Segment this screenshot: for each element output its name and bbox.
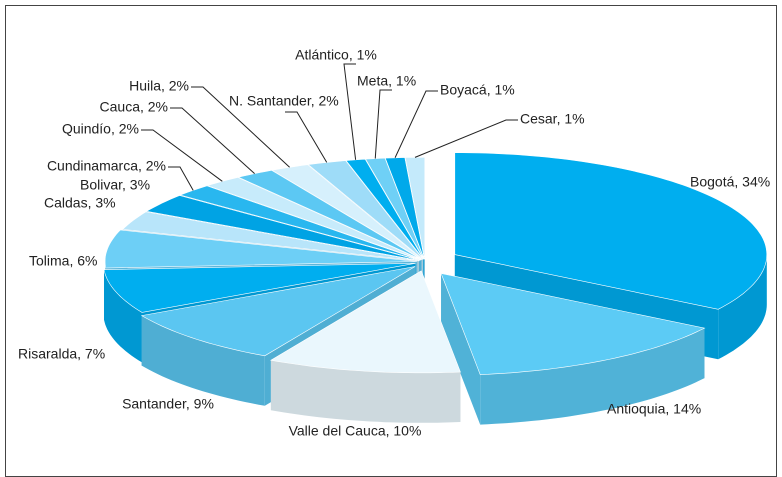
slice-label: Cauca, 2% bbox=[100, 99, 168, 115]
slice-label: Bogotá, 34% bbox=[690, 174, 770, 190]
slice-label: Caldas, 3% bbox=[44, 195, 116, 211]
pie bbox=[103, 152, 768, 425]
slice bbox=[270, 270, 461, 374]
slice-outer-wall-shade bbox=[480, 328, 705, 425]
slice bbox=[122, 211, 420, 262]
slice-label: Meta, 1% bbox=[357, 73, 416, 89]
leader-line bbox=[394, 90, 438, 158]
slice-outer-wall bbox=[141, 315, 265, 406]
leader-line bbox=[141, 129, 223, 182]
slice-cut-wall bbox=[441, 273, 481, 425]
slice-label: Huila, 2% bbox=[129, 78, 189, 94]
slice bbox=[454, 152, 768, 310]
slice-label: N. Santander, 2% bbox=[229, 93, 339, 109]
slice-label: Valle del Cauca, 10% bbox=[289, 423, 422, 439]
slice bbox=[404, 157, 426, 260]
slice-cut-wall-shade bbox=[441, 273, 481, 425]
slice bbox=[440, 272, 706, 375]
slice-outer-wall-shade bbox=[718, 254, 767, 360]
slice-outer-wall bbox=[480, 328, 705, 425]
slice bbox=[345, 158, 424, 260]
slice-outer-wall bbox=[270, 360, 461, 423]
slice-label: Risaralda, 7% bbox=[18, 346, 105, 362]
slice-outer-wall bbox=[718, 254, 767, 360]
slice bbox=[365, 157, 425, 260]
slice-label: Atlántico, 1% bbox=[295, 47, 377, 63]
leader-line bbox=[374, 89, 392, 159]
slice bbox=[103, 263, 416, 313]
slice-label: Boyacá, 1% bbox=[440, 82, 515, 98]
slice bbox=[145, 195, 421, 261]
slice bbox=[140, 266, 416, 357]
leader-line bbox=[414, 119, 518, 158]
slice-label: Santander, 9% bbox=[122, 396, 214, 412]
slice-label: Cundinamarca, 2% bbox=[47, 158, 166, 174]
leader-line bbox=[168, 166, 194, 191]
slice-outer-wall-shade bbox=[104, 269, 142, 363]
leader-line bbox=[191, 86, 290, 168]
slice-label: Quindío, 2% bbox=[62, 121, 139, 137]
slice bbox=[104, 229, 418, 269]
slice bbox=[271, 164, 423, 260]
leader-line bbox=[343, 63, 357, 160]
leader-line bbox=[285, 111, 328, 163]
slice-label: Cesar, 1% bbox=[520, 111, 585, 127]
leader-line bbox=[170, 107, 255, 174]
slice-label: Bolivar, 3% bbox=[80, 177, 150, 193]
slice-outer-wall-shade bbox=[270, 360, 461, 423]
slice-outer-wall-shade bbox=[141, 315, 265, 406]
slice-outer-wall bbox=[104, 269, 142, 363]
slice-label: Tolima, 6% bbox=[29, 253, 97, 269]
slice-label: Antioquia, 14% bbox=[607, 401, 701, 417]
